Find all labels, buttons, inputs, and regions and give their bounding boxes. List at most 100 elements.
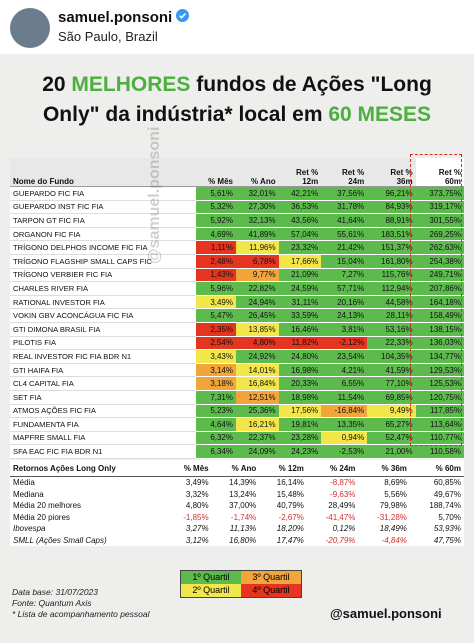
cell: 21,09% [278, 268, 322, 283]
cell: 3,32% [185, 489, 209, 499]
username-text[interactable]: samuel.ponsoni [58, 9, 173, 26]
cell: 11,82% [278, 336, 322, 351]
cell: 117,85% [415, 404, 464, 419]
summary-row: Média 3,49% 14,39% 16,14% -8,87% 8,69% 60,85% [10, 477, 464, 489]
fund-name: SFA EAC FIC FIA BDR N1 [10, 444, 197, 459]
cell: 207,86% [415, 281, 464, 296]
cell: 254,38% [415, 254, 464, 269]
column-header: % Ano [236, 158, 279, 187]
summary-table: Retornos Ações Long Only% Mês% Ano% 12m%… [10, 460, 464, 546]
cell: 249,71% [415, 268, 464, 283]
summary-row: Média 20 piores -1,85% -1,74% -2,67% -41,47%… [10, 512, 464, 524]
cell: 301,55% [415, 213, 464, 228]
username[interactable]: samuel.ponsoni [58, 9, 190, 26]
cell: -9,63% [330, 489, 356, 499]
row-label: Média 20 melhores [13, 501, 82, 511]
cell: 24,13% [321, 308, 368, 323]
column-header: % Ano [211, 460, 260, 477]
column-header: % 24m [306, 460, 359, 477]
cell: -20,79% [325, 535, 356, 545]
cell: 28,49% [328, 501, 356, 511]
fund-row: VOKIN GBV ACONCÁGUA FIC FIA 5,47% 26,45% 33… [10, 308, 464, 323]
cell: 9,77% [236, 268, 279, 283]
cell: 22,33% [367, 336, 416, 351]
cell: 28,11% [367, 308, 416, 323]
row-label: Mediana [13, 489, 44, 499]
cell: 129,53% [415, 363, 464, 378]
fund-row: CL4 CAPITAL FIA 3,18% 16,84% 20,33% 6,55% 77,… [10, 376, 464, 391]
fund-name: VOKIN GBV ACONCÁGUA FIC FIA [10, 308, 197, 323]
cell: 4,64% [196, 417, 236, 432]
footnote: * Lista de acompanhamento pessoal [12, 609, 150, 619]
handle: @samuel.ponsoni [330, 606, 442, 621]
cell: 4,69% [196, 227, 236, 242]
cell: 31,11% [278, 295, 322, 310]
cell: 8,69% [384, 478, 407, 488]
cell: 37,00% [229, 501, 257, 511]
cell: 65,27% [367, 417, 416, 432]
cell: 20,16% [321, 295, 368, 310]
cell: 11,96% [236, 240, 279, 255]
fund-row: ATMOS AÇÕES FIC FIA 5,23% 25,36% 17,56% -16,… [10, 404, 464, 419]
fund-name: RATIONAL INVESTOR FIA [10, 295, 197, 310]
cell: 262,63% [415, 240, 464, 255]
fund-name: SET FIA [10, 390, 197, 405]
cell: -8,87% [330, 478, 356, 488]
cell: 23,28% [278, 431, 322, 446]
cell: 2,35% [196, 322, 236, 337]
fund-row: TRÍGONO DELPHOS INCOME FIC FIA 1,11% 11,96… [10, 240, 464, 255]
cell: 112,94% [367, 281, 416, 296]
cell: 16,84% [236, 376, 279, 391]
cell: 17,47% [276, 535, 304, 545]
summary-row: Ibovespa 3,27% 11,13% 18,20% 0,12% 18,49% 53,9… [10, 523, 464, 535]
cell: 60,85% [433, 478, 461, 488]
cell: -31,28% [377, 512, 407, 522]
cell: -16,84% [321, 404, 368, 419]
fund-row: RATIONAL INVESTOR FIA 3,49% 24,94% 31,11% 20… [10, 295, 464, 310]
cell: 3,43% [196, 349, 236, 364]
cell: 138,15% [415, 322, 464, 337]
cell: 24,94% [236, 295, 279, 310]
cell: 41,64% [321, 213, 368, 228]
footnote: Fonte: Quantum Axis [12, 598, 92, 608]
header-row: Nome do Fundo% Mês% Ano Ret % 12m Ret % 24… [10, 158, 464, 187]
cell: 24,09% [236, 444, 279, 459]
fund-row: PILOTIS FIA 2,54% 4,80% 11,82% -2,12% 22,33% 1… [10, 336, 464, 351]
cell: 17,66% [278, 254, 322, 269]
cell: 21,00% [367, 444, 416, 459]
cell: 52,47% [367, 431, 416, 446]
title-segment: 60 MESES [328, 103, 432, 126]
cell: 6,78% [236, 254, 279, 269]
cell: 14,39% [229, 478, 257, 488]
cell: 16,80% [229, 535, 257, 545]
cell: 20,33% [278, 376, 322, 391]
column-header: % 36m [358, 460, 410, 477]
cell: 37,56% [321, 186, 368, 201]
cell: 49,67% [433, 489, 461, 499]
post-image: 20 MELHORES fundos de Ações "Long Only" … [0, 54, 474, 643]
fund-row: GUEPARDO FIC FIA 5,61% 32,01% 42,21% 37,56% 9… [10, 186, 464, 201]
cell: 69,85% [367, 390, 416, 405]
cell: 104,35% [367, 349, 416, 364]
location[interactable]: São Paulo, Brazil [58, 29, 158, 44]
summary-row: SMLL (Ações Small Caps) 3,12% 16,80% 17,47%… [10, 535, 464, 547]
fund-row: REAL INVESTOR FIC FIA BDR N1 3,43% 24,92% 2… [10, 349, 464, 364]
fund-row: MAPFRE SMALL FIA 6,32% 22,37% 23,28% 0,94% 52… [10, 431, 464, 446]
cell: 269,25% [415, 227, 464, 242]
cell: 3,14% [196, 363, 236, 378]
fund-name: TRÍGONO DELPHOS INCOME FIC FIA [10, 240, 197, 255]
cell: 158,49% [415, 308, 464, 323]
avatar[interactable] [10, 8, 50, 48]
cell: 9,49% [367, 404, 416, 419]
cell: 4,80% [185, 501, 209, 511]
fund-name: GUEPARDO INST FIC FIA [10, 200, 197, 215]
fund-row: FUNDAMENTA FIA 4,64% 16,21% 19,81% 13,35% 65,… [10, 417, 464, 432]
cell: 5,70% [438, 512, 461, 522]
cell: 15,04% [321, 254, 368, 269]
cell: 1,11% [196, 240, 236, 255]
cell: 120,75% [415, 390, 464, 405]
cell: 15,48% [276, 489, 304, 499]
column-header: % Mês [196, 158, 236, 187]
cell: 18,20% [276, 524, 304, 534]
verified-badge [176, 9, 190, 22]
